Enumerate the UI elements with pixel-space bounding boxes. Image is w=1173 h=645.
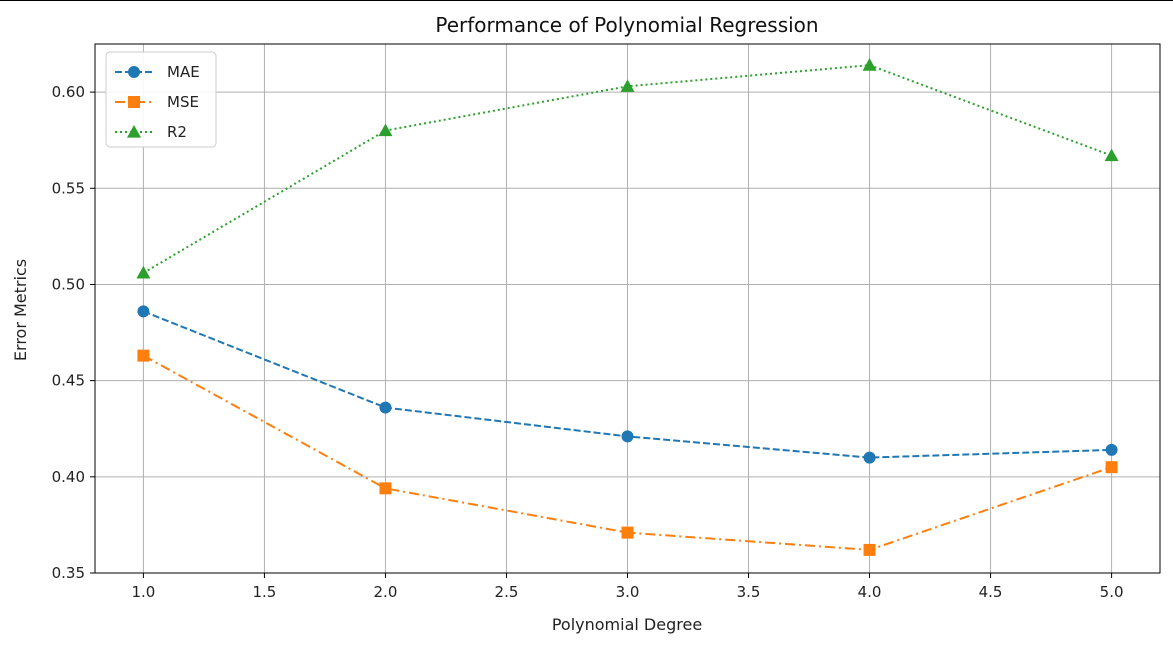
y-tick-label: 0.55 bbox=[52, 179, 85, 197]
y-ticks: 0.35 0.40 0.45 0.50 0.55 0.60 bbox=[52, 83, 95, 582]
x-tick-label: 2.0 bbox=[374, 583, 398, 601]
legend-item: MSE bbox=[115, 93, 199, 111]
x-tick-label: 1.0 bbox=[131, 583, 155, 601]
chart-title: Performance of Polynomial Regression bbox=[435, 13, 818, 37]
data-point bbox=[620, 79, 635, 92]
grid-lines bbox=[95, 44, 1160, 574]
legend-swatch-marker bbox=[128, 66, 140, 78]
y-tick-label: 0.60 bbox=[52, 83, 85, 101]
legend-label: MSE bbox=[167, 93, 199, 111]
legend-item: R2 bbox=[115, 123, 187, 141]
data-point bbox=[863, 451, 876, 464]
data-point bbox=[378, 123, 393, 137]
x-tick-label: 4.5 bbox=[979, 583, 1003, 601]
legend-label: MAE bbox=[167, 63, 200, 81]
x-axis-title: Polynomial Degree bbox=[552, 615, 702, 634]
y-axis-title: Error Metrics bbox=[11, 259, 30, 361]
y-tick-label: 0.45 bbox=[52, 372, 85, 390]
data-point bbox=[863, 543, 876, 556]
legend-swatch-marker bbox=[128, 96, 140, 108]
data-point bbox=[379, 401, 392, 414]
data-point bbox=[1104, 148, 1119, 162]
series-r2 bbox=[136, 58, 1119, 279]
data-point bbox=[1105, 443, 1118, 456]
x-tick-label: 3.0 bbox=[616, 583, 640, 601]
data-point bbox=[862, 58, 877, 71]
legend-label: R2 bbox=[167, 123, 187, 141]
x-tick-label: 4.0 bbox=[858, 583, 882, 601]
x-tick-label: 5.0 bbox=[1100, 583, 1124, 601]
legend: MAE MSE R2 bbox=[105, 51, 217, 148]
data-point bbox=[137, 305, 150, 318]
series-mae bbox=[137, 305, 1118, 464]
series-mse bbox=[137, 349, 1118, 556]
data-point bbox=[1105, 461, 1118, 474]
data-point bbox=[621, 526, 634, 539]
series-layer bbox=[136, 58, 1119, 556]
data-point bbox=[621, 430, 634, 443]
y-tick-label: 0.35 bbox=[52, 564, 85, 582]
legend-swatch-marker bbox=[127, 125, 141, 138]
data-point bbox=[136, 265, 151, 279]
x-tick-label: 2.5 bbox=[495, 583, 519, 601]
legend-item: MAE bbox=[115, 63, 200, 81]
data-point bbox=[137, 349, 150, 362]
data-point bbox=[379, 482, 392, 495]
y-tick-label: 0.40 bbox=[52, 468, 85, 486]
x-tick-label: 3.5 bbox=[737, 583, 761, 601]
x-ticks: 1.0 1.5 2.0 2.5 3.0 3.5 4.0 4.5 5.0 bbox=[131, 573, 1124, 601]
x-tick-label: 1.5 bbox=[253, 583, 277, 601]
y-tick-label: 0.50 bbox=[52, 275, 85, 293]
